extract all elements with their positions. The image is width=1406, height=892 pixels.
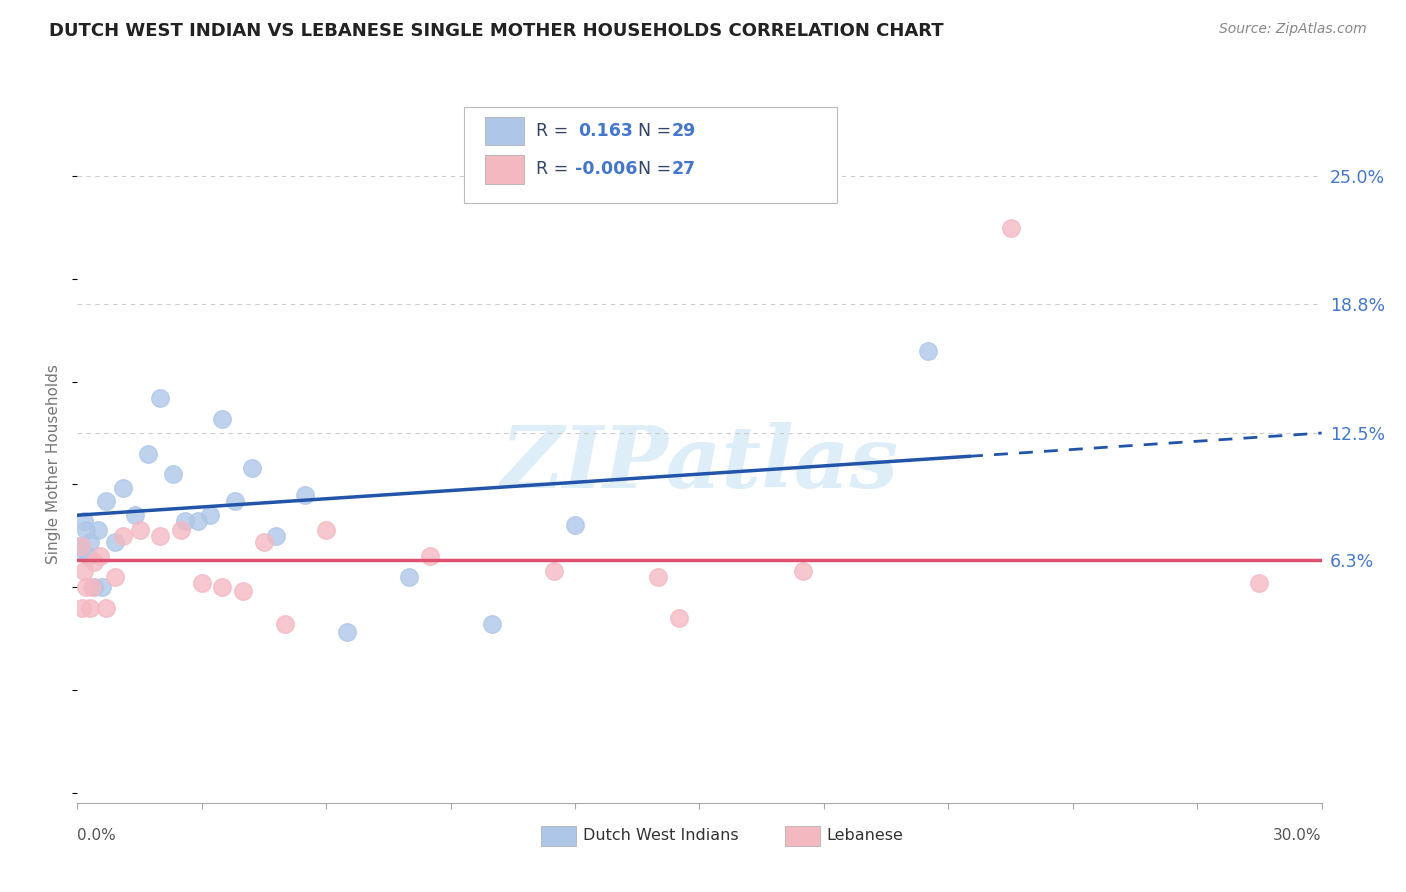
Point	[136, 446, 159, 460]
Point	[315, 523, 337, 537]
Point	[481, 617, 503, 632]
Point	[266, 529, 288, 543]
Point	[128, 523, 150, 537]
Point	[187, 514, 209, 528]
Point	[668, 611, 690, 625]
Text: Dutch West Indians: Dutch West Indians	[583, 829, 740, 843]
Point	[191, 576, 214, 591]
Text: N =: N =	[638, 122, 672, 140]
Point	[111, 529, 134, 543]
Point	[83, 556, 105, 570]
Point	[91, 580, 114, 594]
Point	[198, 508, 221, 523]
Point	[1000, 220, 1022, 235]
Text: R =: R =	[536, 161, 568, 178]
Point	[76, 549, 98, 564]
Text: ZIPatlas: ZIPatlas	[501, 422, 898, 506]
Text: N =: N =	[638, 161, 672, 178]
Point	[80, 580, 103, 594]
Text: R =: R =	[536, 122, 568, 140]
Point	[72, 600, 94, 615]
Point	[96, 493, 118, 508]
Point	[79, 600, 101, 615]
Text: 27: 27	[672, 161, 696, 178]
Point	[124, 508, 146, 523]
Point	[96, 600, 118, 615]
Point	[792, 564, 814, 578]
Point	[174, 514, 197, 528]
Text: Source: ZipAtlas.com: Source: ZipAtlas.com	[1219, 22, 1367, 37]
Point	[111, 482, 134, 496]
Point	[70, 543, 93, 558]
Point	[398, 570, 420, 584]
Point	[75, 523, 97, 537]
Point	[67, 539, 90, 553]
Point	[564, 518, 586, 533]
Point	[162, 467, 184, 482]
Text: 0.0%: 0.0%	[77, 829, 117, 843]
Point	[149, 529, 172, 543]
Point	[104, 535, 127, 549]
Point	[149, 391, 172, 405]
Point	[70, 539, 93, 553]
Point	[72, 514, 94, 528]
Point	[294, 488, 316, 502]
Point	[72, 564, 94, 578]
Point	[170, 523, 193, 537]
Point	[253, 535, 276, 549]
Text: Lebanese: Lebanese	[827, 829, 904, 843]
Point	[917, 343, 939, 358]
Point	[647, 570, 669, 584]
Point	[336, 625, 359, 640]
Text: DUTCH WEST INDIAN VS LEBANESE SINGLE MOTHER HOUSEHOLDS CORRELATION CHART: DUTCH WEST INDIAN VS LEBANESE SINGLE MOT…	[49, 22, 943, 40]
Point	[224, 493, 246, 508]
Text: -0.006: -0.006	[575, 161, 637, 178]
Point	[211, 411, 233, 425]
Text: 30.0%: 30.0%	[1274, 829, 1322, 843]
Point	[211, 580, 233, 594]
Point	[240, 461, 263, 475]
Point	[274, 617, 297, 632]
Y-axis label: Single Mother Households: Single Mother Households	[46, 364, 62, 564]
Point	[87, 523, 110, 537]
Point	[543, 564, 565, 578]
Text: 0.163: 0.163	[578, 122, 633, 140]
Text: 29: 29	[672, 122, 696, 140]
Point	[79, 535, 101, 549]
Point	[75, 580, 97, 594]
Point	[104, 570, 127, 584]
Point	[419, 549, 441, 564]
Point	[83, 580, 105, 594]
Point	[1249, 576, 1271, 591]
Point	[89, 549, 111, 564]
Point	[232, 584, 254, 599]
